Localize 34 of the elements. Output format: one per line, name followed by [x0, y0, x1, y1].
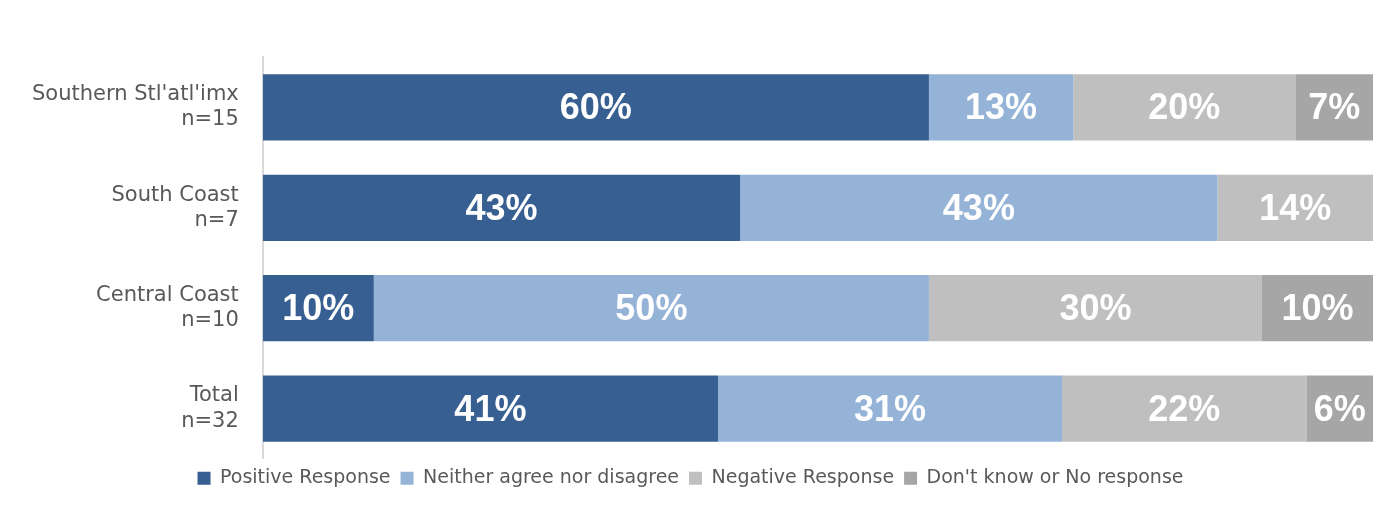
bar — [262, 74, 929, 141]
legend-label: Neither agree nor disagree — [423, 465, 680, 488]
bar — [262, 375, 718, 442]
bar — [262, 174, 741, 241]
bar — [1062, 375, 1307, 442]
data-label: 41% — [454, 387, 527, 429]
data-label: 10% — [1281, 287, 1354, 329]
data-label: 43% — [465, 186, 538, 228]
y-tick-label: Central Coast n=10 — [96, 282, 239, 332]
data-label: 13% — [965, 86, 1038, 128]
data-label: 50% — [615, 287, 688, 329]
data-label: 22% — [1148, 387, 1221, 429]
legend-label: Positive Response — [220, 465, 391, 488]
data-label: 6% — [1313, 387, 1366, 429]
legend-label: Negative Response — [711, 465, 895, 488]
data-label: 60% — [559, 86, 632, 128]
data-label: 7% — [1308, 86, 1361, 128]
data-label: 43% — [942, 186, 1015, 228]
data-label: 10% — [282, 287, 355, 329]
legend-label: Don't know or No response — [926, 465, 1184, 488]
y-tick-label: Total n=32 — [181, 382, 239, 432]
bar — [373, 275, 929, 342]
data-label: 20% — [1148, 86, 1221, 128]
data-label: 14% — [1259, 186, 1332, 228]
bar — [717, 375, 1063, 442]
data-label: 31% — [854, 387, 927, 429]
data-label: 30% — [1059, 287, 1132, 329]
bar — [1073, 74, 1296, 141]
y-tick-label: Southern Stl'atl'imx n=15 — [31, 81, 239, 131]
y-tick-label: South Coast n=7 — [111, 181, 239, 231]
bar — [740, 174, 1218, 241]
bar — [1217, 174, 1373, 241]
bar — [928, 74, 1074, 141]
bar — [928, 275, 1262, 342]
